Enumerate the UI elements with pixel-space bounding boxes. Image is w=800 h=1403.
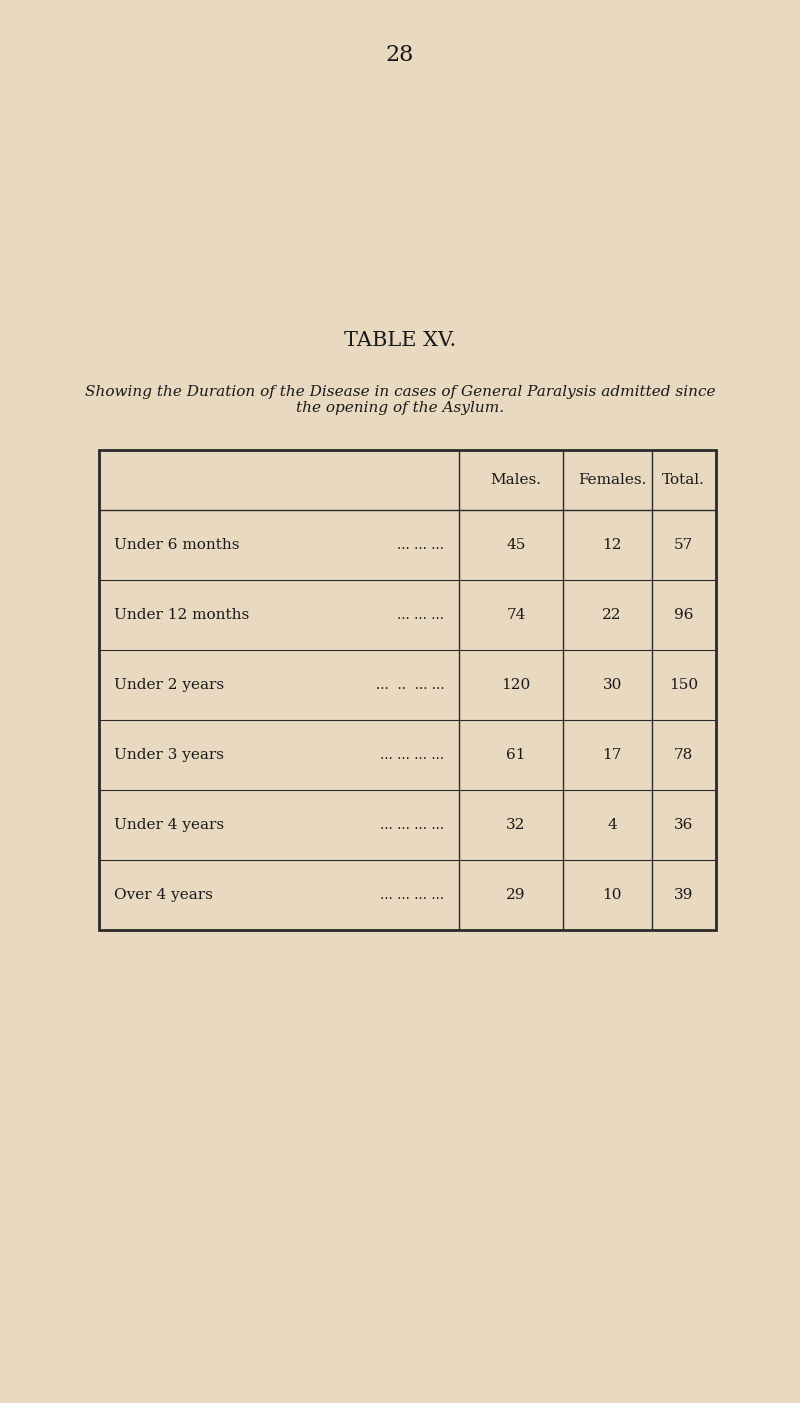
Text: 61: 61 [506,748,526,762]
Text: 39: 39 [674,888,694,902]
Text: ...  ..  ... ...: ... .. ... ... [376,678,445,692]
Text: ... ... ... ...: ... ... ... ... [380,748,445,762]
Text: Under 6 months: Under 6 months [114,537,239,551]
Text: Females.: Females. [578,473,646,487]
Text: 57: 57 [674,537,694,551]
Text: 12: 12 [602,537,622,551]
Text: 45: 45 [506,537,526,551]
Text: Males.: Males. [490,473,542,487]
Text: ... ... ... ...: ... ... ... ... [380,888,445,902]
Text: 10: 10 [602,888,622,902]
Text: 78: 78 [674,748,694,762]
Text: ... ... ...: ... ... ... [398,537,445,551]
Bar [99,450,716,930]
Text: 120: 120 [502,678,530,692]
Text: 36: 36 [674,818,694,832]
Text: 28: 28 [386,43,414,66]
Text: ... ... ... ...: ... ... ... ... [380,818,445,832]
Text: TABLE XV.: TABLE XV. [344,331,456,349]
Text: 96: 96 [674,607,694,622]
Text: Under 3 years: Under 3 years [114,748,224,762]
Text: Under 2 years: Under 2 years [114,678,224,692]
Text: 74: 74 [506,607,526,622]
Text: Under 12 months: Under 12 months [114,607,249,622]
Text: Showing the Duration of the Disease in cases of General Paralysis admitted since: Showing the Duration of the Disease in c… [85,384,715,415]
Text: 30: 30 [602,678,622,692]
Text: Under 4 years: Under 4 years [114,818,224,832]
Text: 150: 150 [669,678,698,692]
Text: 32: 32 [506,818,526,832]
Text: 22: 22 [602,607,622,622]
Text: Over 4 years: Over 4 years [114,888,213,902]
Text: Total.: Total. [662,473,705,487]
Text: ... ... ...: ... ... ... [398,607,445,622]
Text: 4: 4 [607,818,617,832]
Text: 17: 17 [602,748,622,762]
Text: 29: 29 [506,888,526,902]
